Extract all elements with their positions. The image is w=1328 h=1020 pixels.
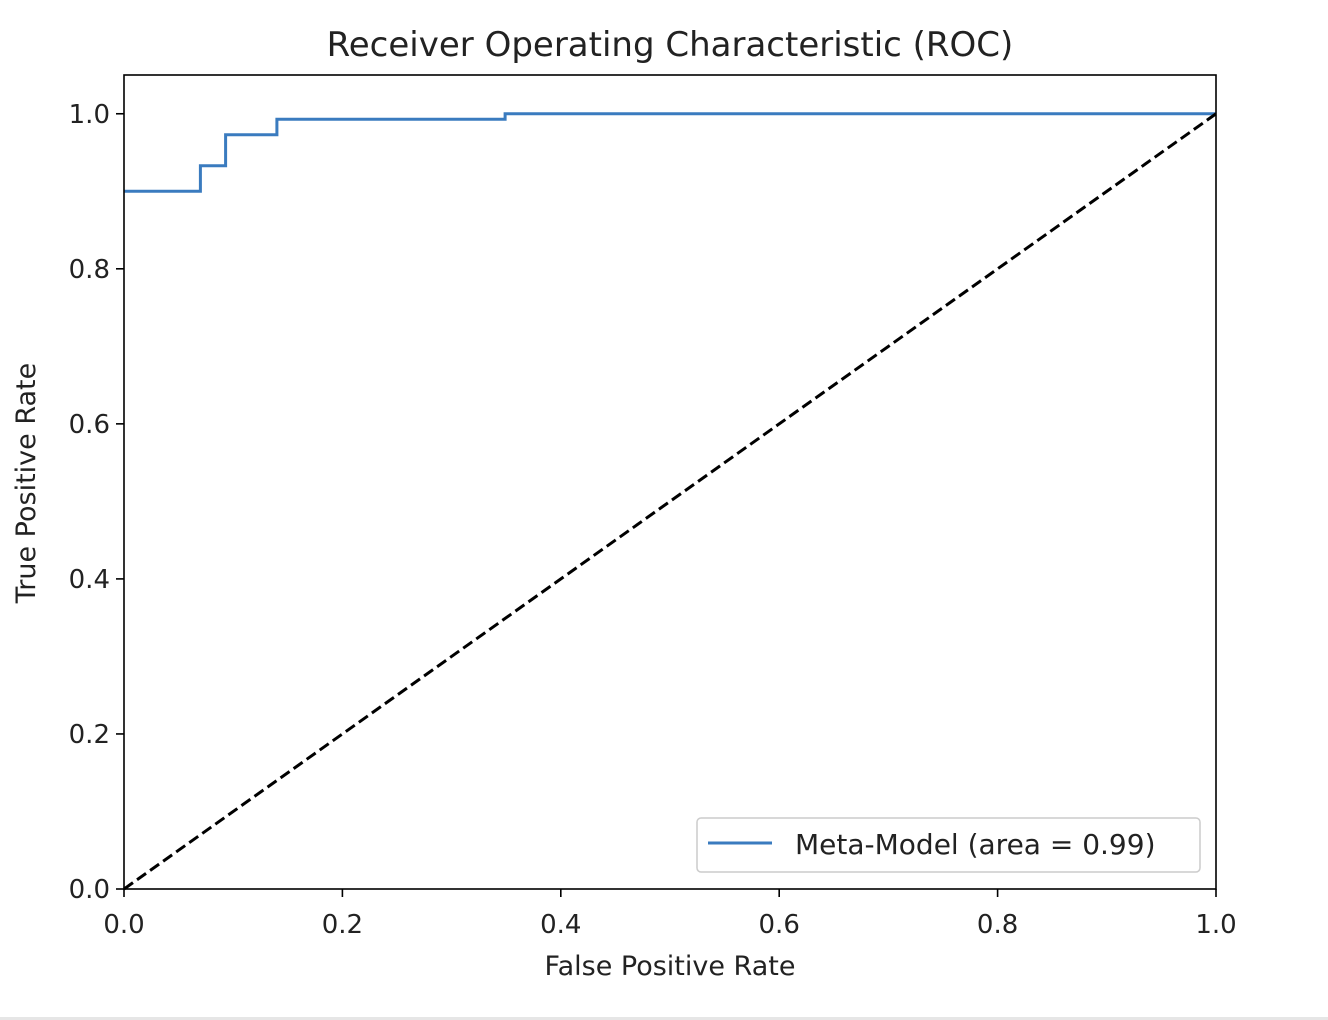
legend-label-meta-model: Meta-Model (area = 0.99) [795, 828, 1156, 861]
chance-diagonal-line [123, 112, 1217, 891]
y-tick-label: 0.8 [69, 255, 110, 285]
x-axis-ticks: 0.0 0.2 0.4 0.6 0.8 1.0 [103, 889, 1237, 940]
roc-curve-meta-model [124, 112, 1216, 193]
plot-area [123, 74, 1217, 891]
x-tick-label: 0.8 [977, 910, 1018, 940]
chart-title: Receiver Operating Characteristic (ROC) [327, 25, 1014, 65]
axes-frame [123, 74, 1217, 890]
legend-box [696, 817, 1201, 873]
x-tick-label: 1.0 [1195, 910, 1236, 940]
x-tick-label: 0.0 [103, 910, 144, 940]
y-tick-label: 0.6 [69, 410, 110, 440]
y-tick-label: 1.0 [69, 100, 110, 130]
x-tick-label: 0.6 [759, 910, 800, 940]
x-axis-label: False Positive Rate [545, 951, 796, 982]
x-tick-label: 0.2 [322, 910, 363, 940]
y-tick-label: 0.2 [69, 720, 110, 750]
y-axis-label: True Positive Rate [11, 363, 42, 605]
y-tick-label: 0.0 [69, 875, 110, 905]
bottom-divider [0, 1017, 1328, 1020]
y-axis-ticks: 0.0 0.2 0.4 0.6 0.8 1.0 [69, 100, 124, 905]
x-tick-label: 0.4 [540, 910, 581, 940]
legend: Meta-Model (area = 0.99) [696, 817, 1201, 873]
y-tick-label: 0.4 [69, 565, 110, 595]
